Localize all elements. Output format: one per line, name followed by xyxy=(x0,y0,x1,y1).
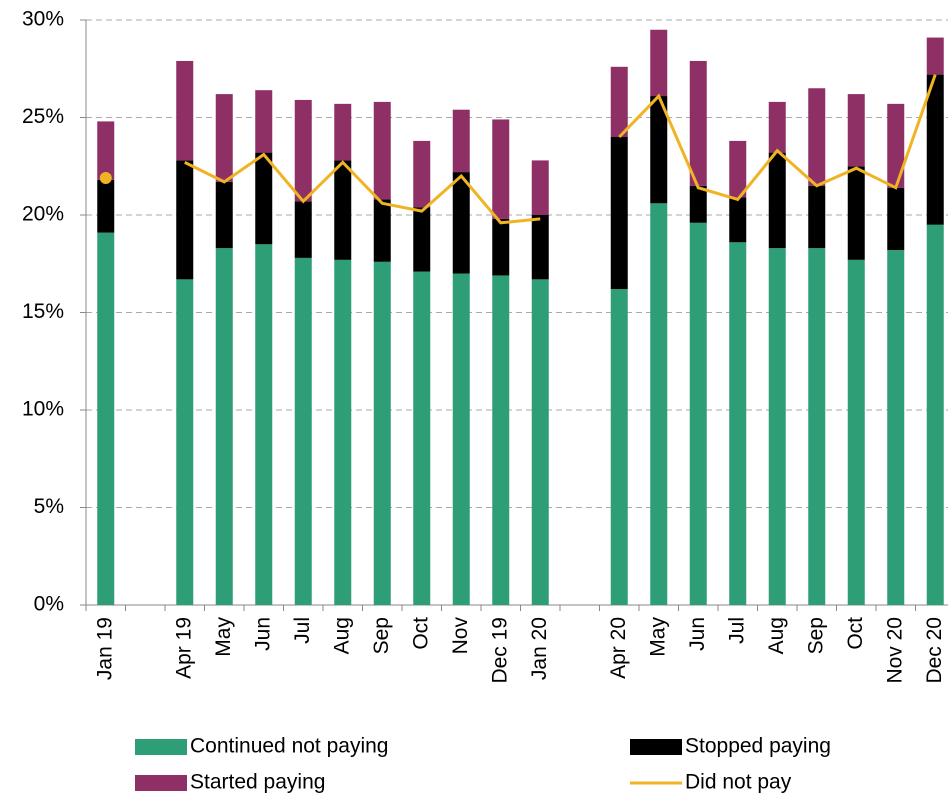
x-tick-label: Nov xyxy=(449,617,472,655)
bar xyxy=(413,140,431,208)
bar xyxy=(334,160,352,260)
bar xyxy=(650,29,668,97)
y-tick-label: 10% xyxy=(22,398,64,421)
bar xyxy=(97,179,115,233)
bar xyxy=(729,242,747,606)
bar xyxy=(97,121,115,180)
bar xyxy=(729,140,747,198)
x-tick-label: Sep xyxy=(370,617,393,654)
bar xyxy=(887,103,905,188)
bar xyxy=(689,185,707,223)
legend-label: Stopped paying xyxy=(685,735,831,758)
legend-swatch xyxy=(135,775,187,791)
bar xyxy=(926,37,944,75)
y-tick-label: 15% xyxy=(22,300,64,323)
bar xyxy=(255,152,273,245)
bar xyxy=(255,244,273,605)
x-tick-label: Jun xyxy=(251,617,274,651)
legend-swatch xyxy=(630,739,682,755)
bar xyxy=(650,203,668,606)
bar xyxy=(531,279,549,605)
x-tick-label: Sep xyxy=(804,617,827,654)
y-tick-label: 25% xyxy=(22,105,64,128)
x-tick-label: Nov 20 xyxy=(883,617,906,684)
x-tick-label: Apr 19 xyxy=(172,617,195,679)
bar xyxy=(689,222,707,606)
bar xyxy=(452,172,470,274)
bar xyxy=(294,201,312,258)
bar xyxy=(808,248,826,605)
y-tick-label: 5% xyxy=(34,495,64,518)
bar xyxy=(492,119,510,219)
bar xyxy=(650,96,668,204)
bar xyxy=(373,101,391,200)
y-tick-label: 20% xyxy=(22,203,64,226)
bar xyxy=(768,248,786,605)
x-tick-label: Aug xyxy=(330,617,353,654)
legend-label: Started paying xyxy=(190,771,325,794)
x-tick-label: Apr 20 xyxy=(607,617,630,679)
line-point xyxy=(99,171,112,184)
x-tick-label: May xyxy=(646,617,669,657)
x-tick-label: Oct xyxy=(409,617,432,650)
y-tick-label: 30% xyxy=(22,8,64,31)
bar xyxy=(373,261,391,605)
legend-swatch xyxy=(135,739,187,755)
y-tick-label: 0% xyxy=(34,593,64,616)
bar xyxy=(531,215,549,280)
bar xyxy=(926,74,944,225)
bar xyxy=(847,94,865,167)
bar xyxy=(610,289,628,605)
bar xyxy=(768,101,786,153)
bar xyxy=(808,185,826,249)
bar xyxy=(294,257,312,605)
legend-label: Continued not paying xyxy=(190,735,389,758)
bar xyxy=(373,199,391,262)
x-tick-label: Jul xyxy=(291,617,314,644)
bar xyxy=(255,90,273,153)
bar xyxy=(413,207,431,272)
bar xyxy=(887,250,905,605)
bar xyxy=(610,137,628,290)
bar xyxy=(808,88,826,186)
bar xyxy=(294,99,312,202)
bar xyxy=(610,66,628,137)
bar xyxy=(847,166,865,260)
bar xyxy=(926,224,944,605)
line xyxy=(184,152,541,225)
bar xyxy=(531,160,549,215)
x-tick-label: Aug xyxy=(765,617,788,654)
bar xyxy=(492,275,510,605)
bar xyxy=(689,60,707,186)
bar xyxy=(847,259,865,605)
bar xyxy=(768,152,786,249)
bar xyxy=(176,60,194,161)
x-tick-label: Jun xyxy=(686,617,709,651)
bar xyxy=(334,103,352,161)
bar xyxy=(215,181,233,249)
x-tick-label: Jul xyxy=(725,617,748,644)
bar xyxy=(413,271,431,605)
bar xyxy=(97,232,115,606)
bar xyxy=(492,218,510,276)
x-tick-label: May xyxy=(212,617,235,657)
bar xyxy=(215,248,233,605)
x-tick-label: Dec 20 xyxy=(923,617,946,684)
x-tick-label: Jan 19 xyxy=(93,617,116,680)
bar xyxy=(215,94,233,182)
line xyxy=(618,74,937,202)
x-tick-label: Jan 20 xyxy=(528,617,551,680)
bar xyxy=(452,273,470,605)
legend-label: Did not pay xyxy=(685,771,792,794)
bar xyxy=(176,160,194,280)
x-tick-label: Oct xyxy=(844,617,867,650)
bar xyxy=(334,259,352,605)
x-tick-label: Dec 19 xyxy=(488,617,511,684)
bar xyxy=(452,109,470,173)
bar xyxy=(729,197,747,243)
bar xyxy=(887,187,905,251)
bar xyxy=(176,279,194,605)
